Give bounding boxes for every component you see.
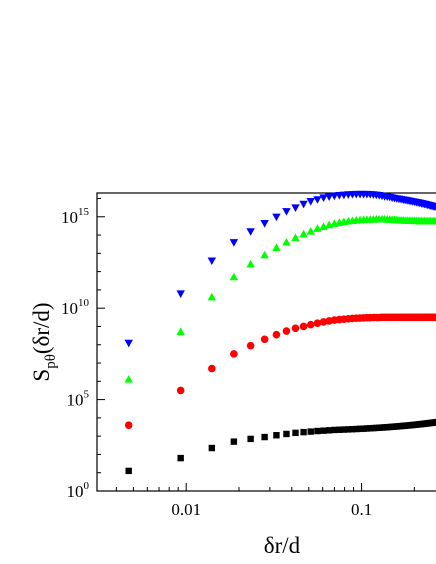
data-point: [208, 364, 216, 373]
data-point: [433, 219, 436, 225]
y-tick-labels: 100 105 1010 1015: [61, 206, 90, 501]
data-point: [246, 259, 255, 268]
data-point: [246, 228, 255, 236]
data-point: [261, 433, 268, 441]
data-point: [360, 425, 367, 432]
data-point: [272, 330, 281, 339]
data-point: [207, 292, 217, 301]
data-point: [433, 313, 436, 321]
data-point: [314, 427, 321, 435]
y-tick-label: 1010: [61, 297, 90, 318]
data-point: [306, 198, 315, 206]
data-point: [207, 257, 217, 266]
data-point: [230, 350, 238, 358]
data-point: [307, 428, 314, 435]
data-point: [330, 192, 339, 201]
y-axis-label: Spθ(δr/d): [29, 302, 59, 381]
data-point: [208, 444, 216, 452]
data-point: [340, 426, 348, 433]
data-point: [299, 200, 308, 209]
x-tick-label: 0.1: [351, 500, 372, 519]
y-tick-label: 105: [67, 389, 90, 410]
data-point: [300, 428, 307, 436]
data-point: [282, 327, 291, 335]
data-points: [124, 190, 436, 475]
data-point: [313, 319, 322, 327]
data-point: [363, 425, 371, 432]
data-point: [313, 224, 322, 232]
data-point: [177, 454, 184, 462]
data-point: [246, 341, 255, 350]
data-point: [282, 237, 291, 246]
data-point: [353, 425, 360, 433]
x-axis-label: δr/d: [264, 533, 301, 558]
data-point: [306, 320, 315, 329]
data-point: [299, 322, 308, 331]
data-point: [260, 219, 269, 228]
data-point: [124, 339, 133, 348]
y-tick-label: 1015: [61, 206, 90, 227]
data-point: [229, 272, 239, 281]
data-point: [176, 386, 185, 395]
data-point: [229, 239, 239, 247]
data-point: [319, 194, 328, 202]
data-point: [125, 467, 132, 475]
data-point: [230, 438, 238, 445]
x-tick-label: 0.01: [171, 500, 201, 519]
data-point: [272, 213, 281, 222]
data-point: [260, 250, 269, 259]
data-point: [176, 327, 185, 336]
data-point: [291, 324, 300, 333]
data-point: [299, 229, 308, 238]
data-point: [324, 193, 334, 202]
data-point: [176, 290, 185, 298]
axis-ticks: [97, 197, 415, 492]
data-point: [320, 427, 327, 434]
data-point: [260, 335, 269, 344]
plot-frame: [96, 192, 436, 492]
y-axis-label-subscript: pθ: [43, 354, 59, 369]
data-point: [291, 233, 300, 241]
data-point: [433, 203, 436, 209]
data-point: [349, 426, 356, 433]
data-point: [283, 430, 290, 438]
data-point: [306, 226, 315, 235]
y-tick-label: 100: [67, 480, 90, 501]
data-point: [282, 208, 291, 216]
y-axis-label-main: S: [29, 369, 54, 382]
x-tick-labels: 0.01 0.1: [171, 500, 372, 519]
data-point: [272, 243, 281, 252]
data-point: [336, 426, 343, 433]
data-point: [356, 425, 364, 433]
data-point: [325, 427, 333, 434]
data-point: [124, 375, 133, 383]
data-point: [292, 429, 299, 437]
data-point: [273, 432, 280, 439]
data-point: [434, 418, 436, 426]
y-axis-label-tail: (δr/d): [29, 302, 54, 354]
data-point: [345, 426, 352, 433]
data-point: [291, 204, 300, 213]
data-point: [313, 196, 322, 204]
data-point: [331, 426, 338, 434]
data-point: [247, 435, 254, 443]
data-point: [124, 421, 133, 429]
